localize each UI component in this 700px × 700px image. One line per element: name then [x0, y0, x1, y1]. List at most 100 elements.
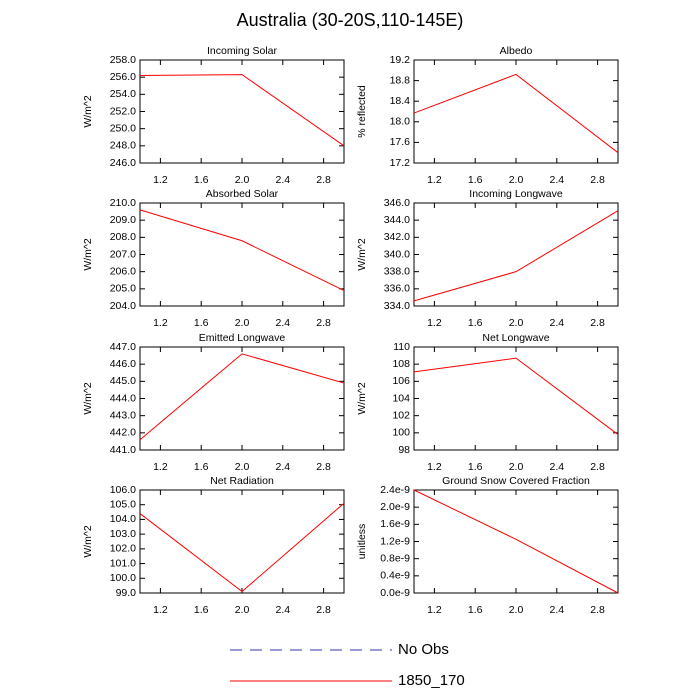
y-tick-label: 258.0 — [110, 54, 136, 66]
y-axis-label: W/m^2 — [82, 382, 94, 415]
y-tick-label: 101.0 — [110, 557, 136, 569]
x-tick-label: 2.0 — [509, 174, 524, 186]
x-tick-label: 1.6 — [468, 461, 483, 473]
x-tick-label: 1.2 — [153, 604, 168, 616]
x-tick-label: 2.8 — [316, 174, 331, 186]
x-tick-label: 2.8 — [590, 174, 605, 186]
x-tick-label: 2.0 — [235, 604, 250, 616]
y-tick-label: 246.0 — [110, 157, 136, 169]
y-tick-label: 100 — [392, 427, 410, 439]
y-tick-label: 248.0 — [110, 140, 136, 152]
y-tick-label: 102.0 — [110, 543, 136, 555]
plot-frame — [413, 202, 619, 307]
y-tick-label: 0.8e-9 — [380, 552, 410, 564]
x-tick-label: 1.2 — [153, 174, 168, 186]
plot-frame — [413, 346, 619, 451]
x-tick-label: 2.0 — [509, 317, 524, 329]
y-tick-label: 342.0 — [384, 231, 410, 243]
x-tick-label: 2.0 — [509, 604, 524, 616]
y-axis-label: W/m^2 — [82, 95, 94, 128]
y-tick-label: 334.0 — [384, 300, 410, 312]
y-tick-label: 0.0e-9 — [380, 587, 410, 599]
y-tick-label: 106 — [392, 375, 410, 387]
x-tick-label: 1.6 — [194, 174, 209, 186]
x-tick-label: 1.2 — [153, 317, 168, 329]
y-tick-label: 344.0 — [384, 214, 410, 226]
data-line — [139, 353, 345, 441]
x-tick-label: 1.6 — [468, 604, 483, 616]
y-tick-label: 444.0 — [110, 392, 136, 404]
y-tick-label: 346.0 — [384, 197, 410, 209]
x-tick-label: 2.0 — [235, 461, 250, 473]
y-tick-label: 209.0 — [110, 214, 136, 226]
y-tick-label: 17.2 — [390, 157, 411, 169]
x-tick-label: 2.8 — [316, 317, 331, 329]
y-tick-label: 1.6e-9 — [380, 518, 410, 530]
y-tick-label: 340.0 — [384, 248, 410, 260]
legend-label: 1850_170 — [398, 672, 465, 689]
x-tick-label: 2.8 — [590, 604, 605, 616]
panel-title: Absorbed Solar — [206, 188, 279, 200]
plot-frame — [139, 202, 345, 307]
data-line — [139, 74, 345, 147]
y-tick-label: 105.0 — [110, 498, 136, 510]
y-tick-label: 336.0 — [384, 283, 410, 295]
data-line — [413, 73, 619, 154]
plot-frame — [413, 59, 619, 164]
panel-title: Albedo — [500, 45, 533, 57]
panel-title: Emitted Longwave — [199, 332, 286, 344]
y-tick-label: 210.0 — [110, 197, 136, 209]
x-tick-label: 1.6 — [194, 461, 209, 473]
x-tick-label: 1.6 — [194, 317, 209, 329]
plot-frame — [139, 489, 345, 594]
y-tick-label: 2.0e-9 — [380, 501, 410, 513]
y-axis-label: W/m^2 — [356, 382, 368, 415]
y-axis-label: W/m^2 — [356, 238, 368, 271]
x-tick-label: 2.4 — [275, 317, 290, 329]
y-axis-label: unitless — [356, 524, 368, 560]
x-tick-label: 2.4 — [549, 174, 564, 186]
x-tick-label: 1.6 — [194, 604, 209, 616]
x-tick-label: 2.8 — [590, 461, 605, 473]
y-tick-label: 18.4 — [390, 95, 411, 107]
y-axis-label: W/m^2 — [82, 238, 94, 271]
panel-title: Incoming Longwave — [469, 188, 563, 200]
data-line — [139, 502, 345, 593]
x-tick-label: 2.0 — [235, 317, 250, 329]
panel-title: Incoming Solar — [207, 45, 278, 57]
y-tick-label: 1.2e-9 — [380, 535, 410, 547]
legend-label: No Obs — [398, 641, 449, 658]
data-line — [413, 489, 619, 594]
y-tick-label: 19.2 — [390, 54, 411, 66]
x-tick-label: 2.4 — [275, 604, 290, 616]
y-tick-label: 103.0 — [110, 528, 136, 540]
x-tick-label: 1.2 — [427, 461, 442, 473]
y-tick-label: 256.0 — [110, 71, 136, 83]
y-tick-label: 252.0 — [110, 105, 136, 117]
y-tick-label: 104.0 — [110, 513, 136, 525]
y-tick-label: 254.0 — [110, 88, 136, 100]
y-tick-label: 98 — [398, 444, 410, 456]
x-tick-label: 1.2 — [427, 317, 442, 329]
x-tick-label: 1.2 — [153, 461, 168, 473]
y-tick-label: 17.6 — [390, 136, 411, 148]
y-tick-label: 106.0 — [110, 484, 136, 496]
y-tick-label: 446.0 — [110, 358, 136, 370]
x-tick-label: 2.4 — [275, 174, 290, 186]
y-tick-label: 205.0 — [110, 283, 136, 295]
plot-frame — [139, 346, 345, 451]
x-tick-label: 2.8 — [590, 317, 605, 329]
y-tick-label: 443.0 — [110, 409, 136, 421]
x-tick-label: 2.0 — [235, 174, 250, 186]
y-tick-label: 2.4e-9 — [380, 484, 410, 496]
data-line — [413, 210, 619, 302]
y-axis-label: % reflected — [356, 85, 368, 138]
x-tick-label: 2.4 — [549, 317, 564, 329]
x-tick-label: 1.2 — [427, 174, 442, 186]
y-tick-label: 18.8 — [390, 74, 411, 86]
figure-title: Australia (30-20S,110-145E) — [237, 10, 464, 30]
plot-frame — [413, 489, 619, 594]
y-tick-label: 100.0 — [110, 572, 136, 584]
y-tick-label: 108 — [392, 358, 410, 370]
